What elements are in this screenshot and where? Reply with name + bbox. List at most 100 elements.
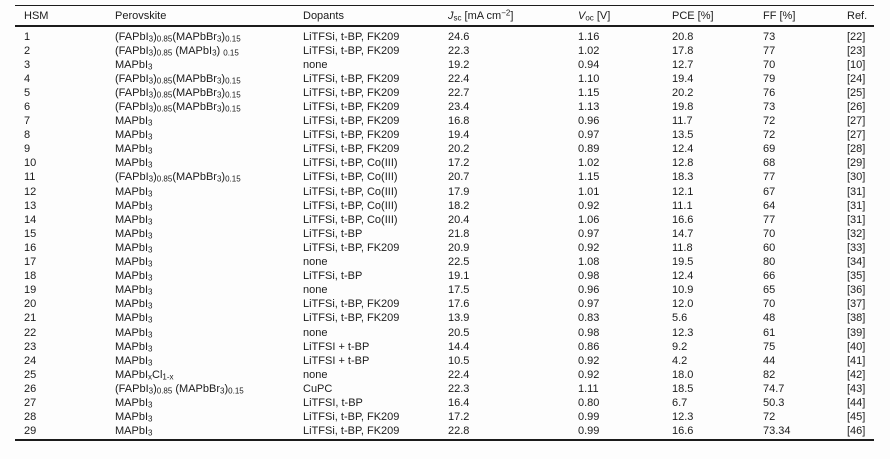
cell-ref: [30] <box>847 171 866 184</box>
cell-dopants: LiTFSi, t-BP, FK209 <box>303 72 400 85</box>
cell-dopants: none <box>303 284 328 297</box>
cell-ref: [26] <box>847 101 866 114</box>
cell-jsc: 21.8 <box>448 227 470 240</box>
cell-ff: 50.3 <box>763 396 785 409</box>
cell-voc: 0.96 <box>578 115 600 128</box>
cell-pce: 5.6 <box>672 312 688 325</box>
cell-voc: 0.83 <box>578 312 600 325</box>
cell-jsc: 23.4 <box>448 101 470 114</box>
cell-hsm: 17 <box>24 256 37 269</box>
cell-jsc: 16.8 <box>448 115 470 128</box>
cell-ref: [31] <box>847 199 866 212</box>
cell-voc: 1.08 <box>578 256 600 269</box>
cell-perovskite: MAPbI3 <box>115 213 153 227</box>
table-row: 29 MAPbI3 LiTFSi, t-BP, FK209 22.8 0.99 16.6 7… <box>15 425 874 440</box>
cell-dopants: LiTFSi, t-BP, FK209 <box>303 101 400 114</box>
cell-voc: 0.96 <box>578 284 600 297</box>
cell-hsm: 8 <box>24 129 31 142</box>
cell-pce: 20.8 <box>672 30 694 43</box>
cell-hsm: 24 <box>24 354 37 367</box>
cell-pce: 18.0 <box>672 368 694 381</box>
cell-pce: 18.3 <box>672 171 694 184</box>
cell-perovskite: MAPbI3 <box>115 298 153 311</box>
table-row: 19 MAPbI3 none 17.5 0.96 10.9 65 [36] <box>15 284 874 298</box>
results-table: HSM Perovskite Dopants Jsc [mA cm−2] Voc… <box>15 5 874 441</box>
cell-dopants: LiTFSi, t-BP, FK209 <box>303 44 400 57</box>
cell-perovskite: MAPbI3 <box>115 199 153 213</box>
cell-perovskite: (FAPbI3)0.85(MAPbBr3)0.15 <box>115 30 241 44</box>
cell-ref: [42] <box>847 368 866 381</box>
cell-hsm: 22 <box>24 326 37 339</box>
cell-pce: 12.4 <box>672 270 694 283</box>
cell-voc: 0.99 <box>578 425 600 438</box>
table-row: 22 MAPbI3 none 20.5 0.98 12.3 61 [39] <box>15 326 874 340</box>
cell-dopants: LiTFSi, t-BP, Co(III) <box>303 171 398 184</box>
cell-jsc: 20.4 <box>448 213 470 226</box>
cell-voc: 1.11 <box>578 382 599 395</box>
cell-pce: 12.0 <box>672 298 694 311</box>
cell-voc: 0.86 <box>578 340 600 353</box>
cell-dopants: LiTFSi, t-BP, Co(III) <box>303 157 398 170</box>
cell-perovskite: MAPbI3 <box>115 227 153 241</box>
cell-dopants: LiTFSi, t-BP, Co(III) <box>303 213 398 226</box>
cell-jsc: 22.4 <box>448 72 470 85</box>
cell-jsc: 17.2 <box>448 157 470 170</box>
column-header-hsm: HSM <box>15 5 115 27</box>
table-row: 23 MAPbI3 LiTFSI + t-BP 14.4 0.86 9.2 75 [40] <box>15 340 874 354</box>
cell-pce: 17.8 <box>672 44 694 57</box>
cell-ref: [31] <box>847 213 866 226</box>
cell-hsm: 4 <box>24 72 31 85</box>
cell-jsc: 17.5 <box>448 284 470 297</box>
cell-pce: 19.4 <box>672 72 694 85</box>
cell-jsc: 19.4 <box>448 129 470 142</box>
cell-hsm: 13 <box>24 199 37 212</box>
cell-ref: [38] <box>847 312 866 325</box>
cell-pce: 12.8 <box>672 157 694 170</box>
cell-ref: [31] <box>847 185 866 198</box>
cell-perovskite: (FAPbI3)0.85(MAPbBr3)0.15 <box>115 86 241 100</box>
cell-ff: 69 <box>763 143 776 156</box>
cell-pce: 11.8 <box>672 241 693 254</box>
cell-ff: 64 <box>763 199 776 212</box>
table-row: 21 MAPbI3 LiTFSi, t-BP, FK209 13.9 0.83 5.6 48… <box>15 312 874 326</box>
cell-perovskite: MAPbI3 <box>115 326 153 340</box>
cell-voc: 0.94 <box>578 58 600 71</box>
cell-hsm: 25 <box>24 368 37 381</box>
cell-jsc: 22.7 <box>448 86 470 99</box>
cell-ff: 72 <box>763 115 776 128</box>
table-row: 8 MAPbI3 LiTFSi, t-BP, FK209 19.4 0.97 13.5 72… <box>15 129 874 143</box>
cell-dopants: none <box>303 58 328 71</box>
cell-ref: [45] <box>847 411 866 424</box>
table-body: 1 (FAPbI3)0.85(MAPbBr3)0.15 LiTFSi, t-BP, … <box>15 26 874 440</box>
cell-voc: 0.89 <box>578 143 600 156</box>
cell-dopants: LiTFSi, t-BP, Co(III) <box>303 199 398 212</box>
table-row: 25 MAPbIxCl1-x none 22.4 0.92 18.0 82 [42] <box>15 368 874 382</box>
cell-perovskite: (FAPbI3)0.85 (MAPbI3) 0.15 <box>115 44 239 58</box>
cell-ref: [36] <box>847 284 866 297</box>
cell-ref: [39] <box>847 326 866 339</box>
cell-jsc: 24.6 <box>448 30 470 43</box>
cell-voc: 1.10 <box>578 72 600 85</box>
cell-ref: [37] <box>847 298 866 311</box>
cell-ff: 67 <box>763 185 776 198</box>
cell-dopants: CuPC <box>303 382 333 395</box>
cell-pce: 4.2 <box>672 354 688 367</box>
cell-ff: 70 <box>763 58 776 71</box>
cell-voc: 1.15 <box>578 86 600 99</box>
cell-voc: 1.16 <box>578 30 600 43</box>
cell-ff: 48 <box>763 312 776 325</box>
cell-hsm: 20 <box>24 298 37 311</box>
cell-hsm: 1 <box>24 30 31 43</box>
cell-jsc: 22.5 <box>448 256 470 269</box>
cell-ff: 61 <box>763 326 776 339</box>
cell-dopants: LiTFSi, t-BP, FK209 <box>303 312 400 325</box>
cell-dopants: LiTFSi, t-BP <box>303 227 363 240</box>
cell-dopants: LiTFSI + t-BP <box>303 340 370 353</box>
cell-jsc: 10.5 <box>448 354 470 367</box>
cell-pce: 12.3 <box>672 411 694 424</box>
cell-perovskite: (FAPbI3)0.85 (MAPbBr3)0.15 <box>115 382 244 396</box>
column-header-voc: Voc [V] <box>578 5 672 27</box>
cell-perovskite: MAPbIxCl1-x <box>115 368 174 382</box>
cell-dopants: LiTFSi, t-BP, FK209 <box>303 143 400 156</box>
cell-perovskite: (FAPbI3)0.85(MAPbBr3)0.15 <box>115 101 241 114</box>
